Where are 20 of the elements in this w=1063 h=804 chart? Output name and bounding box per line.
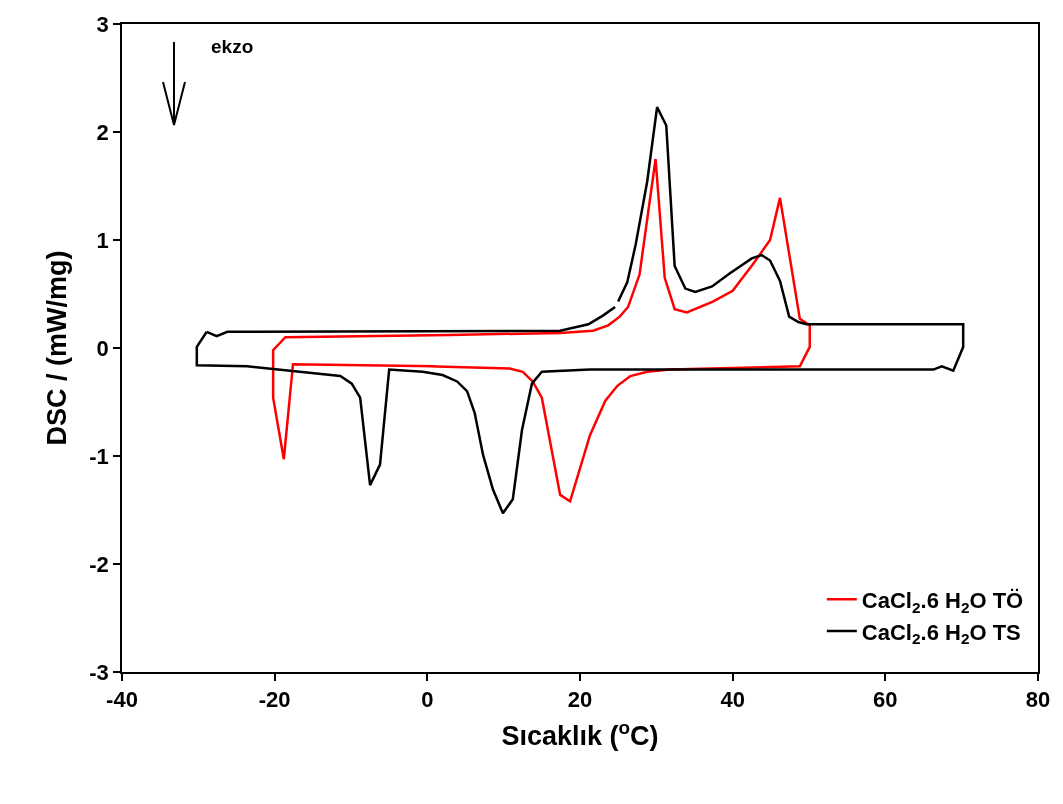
x-tick-label: 20 — [567, 687, 593, 713]
y-tick-label: -1 — [89, 443, 109, 469]
x-tick-label: 40 — [720, 687, 745, 713]
y-tick-label: 1 — [96, 227, 109, 253]
legend-label: CaCl$_{2}$.6 H$_{2}$O TÖ — [861, 587, 1024, 616]
annotation: ekzo — [211, 36, 254, 57]
x-tick-label: -20 — [258, 687, 291, 713]
legend-label: CaCl$_{2}$.6 H$_{2}$O TS — [861, 619, 1021, 648]
x-tick-label: -40 — [106, 687, 138, 713]
y-axis-title: DSC / (mW/mg) — [41, 250, 72, 446]
y-tick-label: 2 — [96, 119, 109, 145]
y-tick-label: 0 — [96, 335, 109, 361]
y-tick-label: -2 — [89, 551, 109, 577]
y-tick-label: 3 — [96, 11, 109, 37]
line-series — [271, 157, 812, 503]
x-tick-label: 80 — [1025, 687, 1051, 713]
x-axis-title: Sıcaklık ($^{o}$C) — [501, 716, 659, 752]
x-tick-label: 0 — [421, 687, 434, 713]
y-tick-label: -3 — [89, 659, 109, 685]
x-tick-label: 60 — [873, 687, 898, 713]
